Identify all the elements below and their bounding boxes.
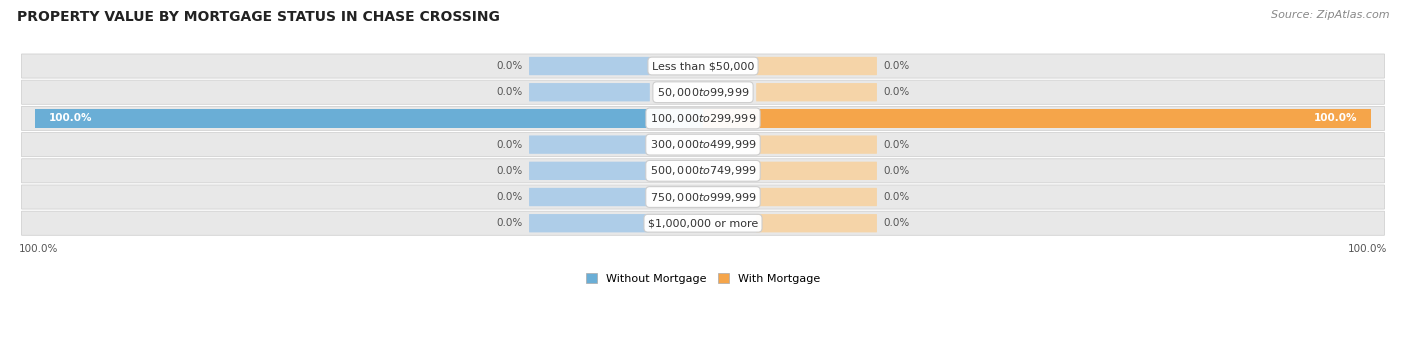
FancyBboxPatch shape	[529, 135, 650, 154]
FancyBboxPatch shape	[21, 211, 1385, 235]
FancyBboxPatch shape	[529, 162, 650, 180]
Text: 0.0%: 0.0%	[883, 140, 910, 150]
Text: PROPERTY VALUE BY MORTGAGE STATUS IN CHASE CROSSING: PROPERTY VALUE BY MORTGAGE STATUS IN CHA…	[17, 10, 499, 24]
Text: 0.0%: 0.0%	[496, 218, 523, 228]
FancyBboxPatch shape	[21, 80, 1385, 104]
FancyBboxPatch shape	[35, 109, 703, 128]
FancyBboxPatch shape	[21, 106, 1385, 131]
FancyBboxPatch shape	[21, 159, 1385, 183]
FancyBboxPatch shape	[756, 57, 877, 75]
Text: 0.0%: 0.0%	[883, 192, 910, 202]
Legend: Without Mortgage, With Mortgage: Without Mortgage, With Mortgage	[582, 269, 824, 288]
Text: $100,000 to $299,999: $100,000 to $299,999	[650, 112, 756, 125]
FancyBboxPatch shape	[21, 54, 1385, 78]
FancyBboxPatch shape	[756, 162, 877, 180]
Text: 0.0%: 0.0%	[883, 218, 910, 228]
Text: $50,000 to $99,999: $50,000 to $99,999	[657, 86, 749, 99]
FancyBboxPatch shape	[756, 83, 877, 101]
Text: 0.0%: 0.0%	[496, 192, 523, 202]
FancyBboxPatch shape	[756, 188, 877, 206]
Text: $1,000,000 or more: $1,000,000 or more	[648, 218, 758, 228]
Text: 100.0%: 100.0%	[18, 244, 58, 254]
Text: 100.0%: 100.0%	[48, 114, 91, 123]
Text: $500,000 to $749,999: $500,000 to $749,999	[650, 164, 756, 177]
FancyBboxPatch shape	[529, 188, 650, 206]
Text: 0.0%: 0.0%	[496, 166, 523, 176]
FancyBboxPatch shape	[703, 109, 1371, 128]
Text: 0.0%: 0.0%	[883, 87, 910, 97]
Text: $750,000 to $999,999: $750,000 to $999,999	[650, 190, 756, 204]
FancyBboxPatch shape	[529, 214, 650, 233]
Text: 0.0%: 0.0%	[496, 87, 523, 97]
Text: Source: ZipAtlas.com: Source: ZipAtlas.com	[1271, 10, 1389, 20]
FancyBboxPatch shape	[756, 214, 877, 233]
FancyBboxPatch shape	[529, 57, 650, 75]
Text: 0.0%: 0.0%	[883, 61, 910, 71]
Text: 100.0%: 100.0%	[1348, 244, 1388, 254]
FancyBboxPatch shape	[21, 185, 1385, 209]
Text: 0.0%: 0.0%	[883, 166, 910, 176]
FancyBboxPatch shape	[21, 133, 1385, 157]
Text: Less than $50,000: Less than $50,000	[652, 61, 754, 71]
Text: 0.0%: 0.0%	[496, 140, 523, 150]
FancyBboxPatch shape	[756, 135, 877, 154]
Text: 0.0%: 0.0%	[496, 61, 523, 71]
Text: 100.0%: 100.0%	[1315, 114, 1358, 123]
Text: $300,000 to $499,999: $300,000 to $499,999	[650, 138, 756, 151]
FancyBboxPatch shape	[529, 83, 650, 101]
